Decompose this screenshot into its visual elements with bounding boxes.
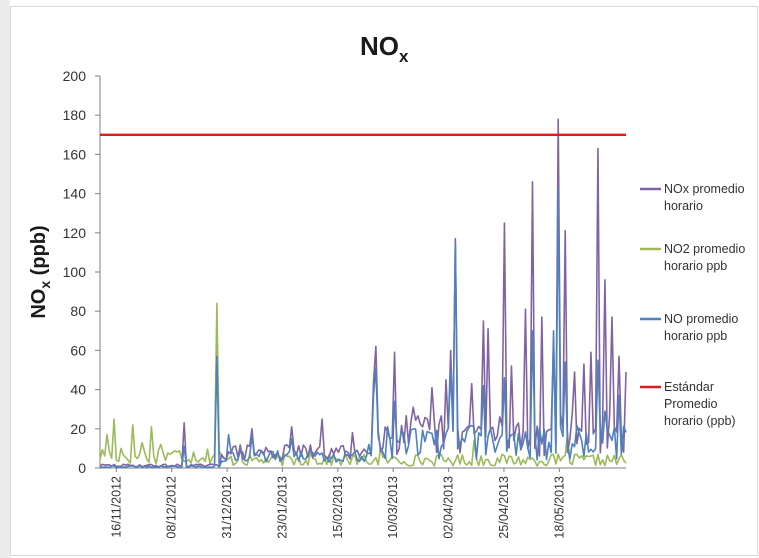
axes: 0 20 40 60 80 100 120 140 160 180 200 16/11/2012 08/… [63, 68, 626, 539]
y-tick-label: 60 [70, 342, 86, 358]
chart-title: NOx [360, 31, 409, 66]
legend: NOx promedio horario NO2 promedio horario p… [640, 182, 745, 428]
legend-label: NO promedio [664, 312, 738, 326]
legend-label: Estándar [664, 380, 714, 394]
series-line-1 [99, 302, 627, 467]
y-axis-label-main: NO [28, 289, 50, 319]
legend-label: NO2 promedio [664, 242, 745, 256]
x-tick-label: 23/01/2013 [275, 476, 289, 539]
chart-frame [10, 6, 758, 556]
y-tick-label: 120 [63, 225, 87, 241]
y-tick-label: 160 [63, 146, 87, 162]
chart-title-subscript: x [399, 47, 409, 66]
y-axis-label-unit-text: (ppb) [28, 225, 50, 275]
x-tick-label: 10/03/2013 [386, 476, 400, 539]
legend-item-3: Estándar Promedio horario (ppb) [640, 380, 736, 428]
x-tick-label: 15/02/2013 [331, 476, 345, 539]
y-tick-label: 100 [63, 264, 87, 280]
legend-label: horario ppb [664, 329, 727, 343]
legend-item-1: NO2 promedio horario ppb [640, 242, 745, 273]
svg-text:NOx: NOx [360, 31, 409, 66]
y-tick-label: 80 [70, 303, 86, 319]
x-tick-label: 18/05/2013 [552, 476, 566, 539]
chart-title-main: NO [360, 31, 399, 61]
x-tick-label: 31/12/2012 [220, 476, 234, 539]
y-tick-label: 180 [63, 107, 87, 123]
svg-text:NOx (ppb): NOx (ppb) [28, 225, 53, 318]
x-tick-label: 08/12/2012 [165, 476, 179, 539]
legend-item-0: NOx promedio horario [640, 182, 745, 213]
y-tick-label: 0 [78, 460, 86, 476]
y-axis-label: NOx (ppb) [28, 225, 53, 318]
series-line-2 [99, 186, 627, 469]
y-axis-label-subscript: x [37, 281, 53, 289]
series-layer [99, 118, 627, 469]
left-margin-panel [0, 0, 10, 558]
y-tick-label: 200 [63, 68, 87, 84]
legend-item-2: NO promedio horario ppb [640, 312, 738, 343]
legend-label: Promedio [664, 397, 718, 411]
legend-label: NOx promedio [664, 182, 745, 196]
x-tick-label: 25/04/2013 [497, 476, 511, 539]
y-tick-label: 140 [63, 186, 87, 202]
x-tick-label: 02/04/2013 [442, 476, 456, 539]
y-tick-label: 40 [70, 382, 86, 398]
x-tick-label: 16/11/2012 [109, 476, 123, 538]
legend-label: horario [664, 199, 703, 213]
series-line-0 [99, 118, 627, 468]
legend-label: horario ppb [664, 259, 727, 273]
legend-label: horario (ppb) [664, 414, 736, 428]
y-tick-label: 20 [70, 421, 86, 437]
